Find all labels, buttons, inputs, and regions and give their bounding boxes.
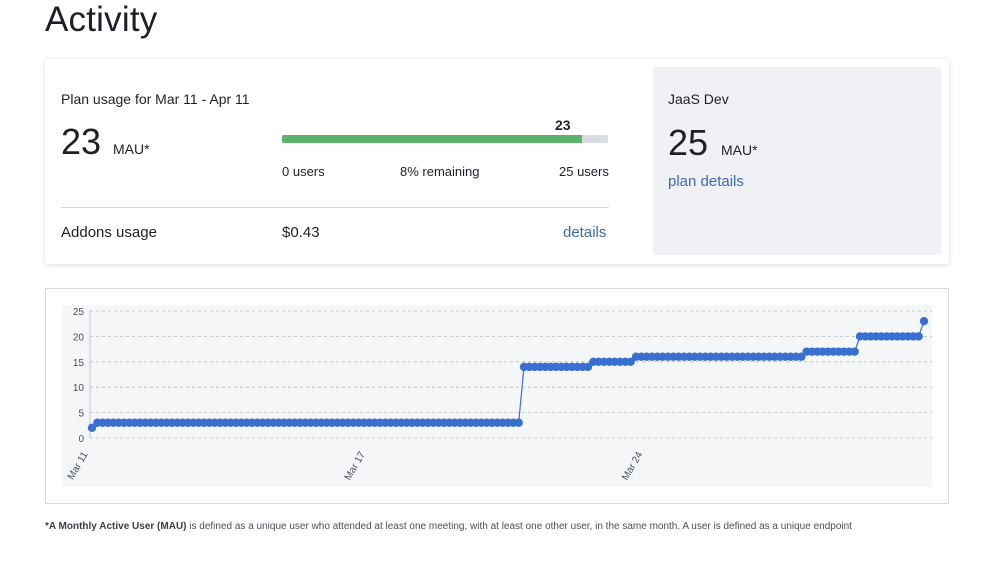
plan-details-link[interactable]: plan details <box>668 173 744 190</box>
page-title: Activity <box>45 0 158 39</box>
usage-progress-fill <box>282 135 582 143</box>
data-point <box>87 423 97 433</box>
data-point <box>514 418 523 427</box>
data-point <box>626 357 635 366</box>
y-tick-label: 25 <box>73 307 85 318</box>
plan-box: JaaS Dev 25 MAU* plan details <box>653 67 941 255</box>
y-tick-label: 5 <box>78 409 84 420</box>
plot-area <box>62 305 932 487</box>
addons-label: Addons usage <box>61 224 157 241</box>
divider <box>61 207 609 208</box>
plan-name: JaaS Dev <box>668 91 729 107</box>
footnote-text: is defined as a unique user who attended… <box>186 521 852 532</box>
plan-limit-unit: MAU* <box>721 142 758 158</box>
data-point <box>850 347 859 356</box>
data-point <box>583 362 593 372</box>
progress-max-label: 25 users <box>559 164 609 179</box>
data-point <box>919 316 929 326</box>
footnote-bold: *A Monthly Active User (MAU) <box>45 521 187 532</box>
activity-chart-card: 0 5 10 15 20 25 Mar 11 Mar 17 Mar 24 <box>45 288 949 504</box>
data-point <box>914 332 923 341</box>
y-tick-label: 10 <box>73 383 85 394</box>
mau-unit: MAU* <box>113 141 150 157</box>
mau-footnote: *A Monthly Active User (MAU) is defined … <box>45 521 852 532</box>
mau-value: 23 <box>61 121 102 162</box>
y-tick-label: 0 <box>78 434 84 445</box>
usage-progress-bar <box>282 135 608 143</box>
plan-usage-label: Plan usage for Mar 11 - Apr 11 <box>61 91 250 107</box>
addons-details-link[interactable]: details <box>563 224 607 241</box>
plan-limit-value: 25 <box>668 122 709 163</box>
y-tick-label: 20 <box>73 332 85 343</box>
addons-value: $0.43 <box>282 224 320 241</box>
progress-current-value: 23 <box>555 117 571 133</box>
progress-remaining-label: 8% remaining <box>400 164 480 179</box>
y-tick-label: 15 <box>73 358 85 369</box>
usage-card: Plan usage for Mar 11 - Apr 11 23 MAU* 2… <box>45 59 949 264</box>
progress-min-label: 0 users <box>282 164 325 179</box>
data-point <box>797 352 806 361</box>
